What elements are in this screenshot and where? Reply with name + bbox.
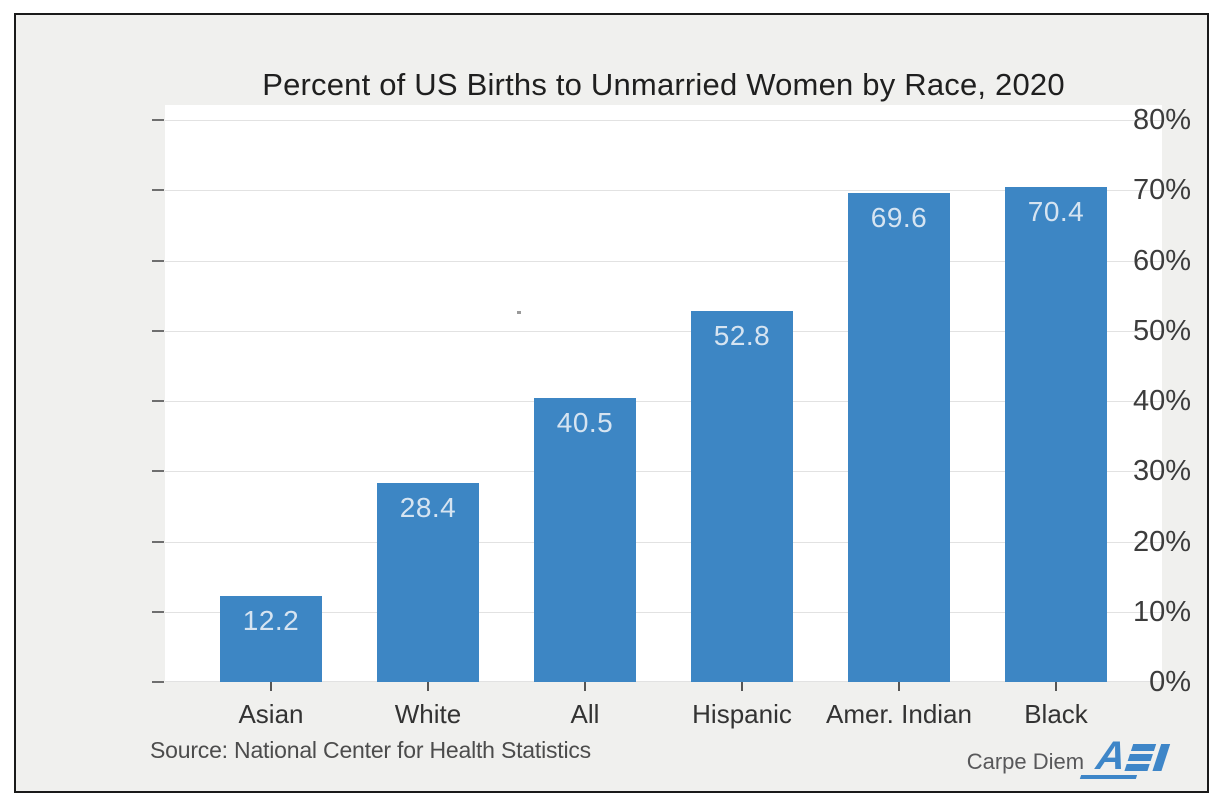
x-tick-mark	[270, 682, 272, 691]
plot-area: 12.2 28.4 40.5 52.8 69.6 70.4	[165, 105, 1162, 682]
bar-value-label: 12.2	[242, 605, 300, 637]
x-category-label: Hispanic	[692, 699, 792, 729]
bar-value-label: 70.4	[1027, 196, 1085, 228]
gridline-40	[165, 401, 1162, 402]
x-category-label: Asian	[238, 699, 304, 729]
credit-text: Carpe Diem	[966, 749, 1085, 774]
gridline-80	[165, 120, 1162, 121]
bar-white: 28.4	[377, 482, 479, 682]
x-tick-mark	[1055, 682, 1057, 691]
y-tick-label: 40%	[1132, 385, 1191, 417]
y-tick-mark	[152, 470, 164, 473]
bar-black: 70.4	[1005, 187, 1107, 682]
y-tick-label: 50%	[1132, 314, 1191, 347]
gridline-50	[165, 330, 1162, 332]
bar-value-label: 40.5	[556, 406, 614, 438]
aei-logo-underline	[1079, 775, 1138, 779]
bar-all: 40.5	[534, 397, 636, 682]
y-tick-label: 20%	[1132, 525, 1191, 558]
bar-amer-indian: 69.6	[848, 193, 950, 682]
y-tick-mark	[152, 259, 164, 262]
y-tick-label: 30%	[1132, 455, 1191, 488]
bar-value-label: 28.4	[399, 491, 457, 523]
y-tick-mark	[152, 400, 164, 402]
x-tick-mark	[584, 682, 586, 691]
y-tick-label: 70%	[1132, 174, 1191, 207]
x-category-label: Amer. Indian	[826, 699, 972, 729]
y-tick-mark	[152, 610, 164, 613]
chart-frame: Percent of US Births to Unmarried Women …	[14, 13, 1209, 793]
aei-logo-letter-i-bar	[1152, 744, 1171, 771]
y-tick-mark	[152, 681, 164, 683]
y-tick-mark	[152, 189, 164, 192]
y-tick-label: 80%	[1132, 104, 1191, 136]
x-tick-mark	[898, 682, 900, 691]
x-tick-mark	[427, 682, 429, 691]
x-category-label: All	[570, 699, 600, 729]
y-tick-mark	[152, 119, 164, 121]
gridline-30	[165, 471, 1162, 473]
chart-title: Percent of US Births to Unmarried Women …	[262, 67, 1065, 102]
gridline-70	[165, 190, 1162, 192]
x-category-label: Black	[1024, 699, 1088, 729]
y-tick-label: 0%	[1149, 666, 1191, 698]
y-tick-mark	[152, 540, 164, 543]
gridline-0	[165, 681, 1162, 682]
bar-hispanic: 52.8	[691, 311, 793, 682]
y-tick-mark	[152, 329, 164, 332]
x-tick-mark	[741, 682, 743, 691]
y-tick-label: 60%	[1132, 244, 1191, 277]
y-tick-label: 10%	[1132, 595, 1191, 628]
source-note: Source: National Center for Health Stati…	[150, 737, 591, 763]
gridline-20	[165, 541, 1162, 543]
credit-block: Carpe Diem A	[966, 734, 1171, 779]
x-category-label: White	[394, 699, 462, 729]
gridline-60	[165, 260, 1162, 262]
bar-asian: 12.2	[220, 596, 322, 682]
bar-value-label: 69.6	[870, 202, 928, 234]
dust-speck	[517, 311, 521, 314]
gridline-10	[165, 611, 1162, 613]
bar-value-label: 52.8	[713, 320, 771, 352]
aei-logo-icon: A	[1079, 734, 1175, 779]
